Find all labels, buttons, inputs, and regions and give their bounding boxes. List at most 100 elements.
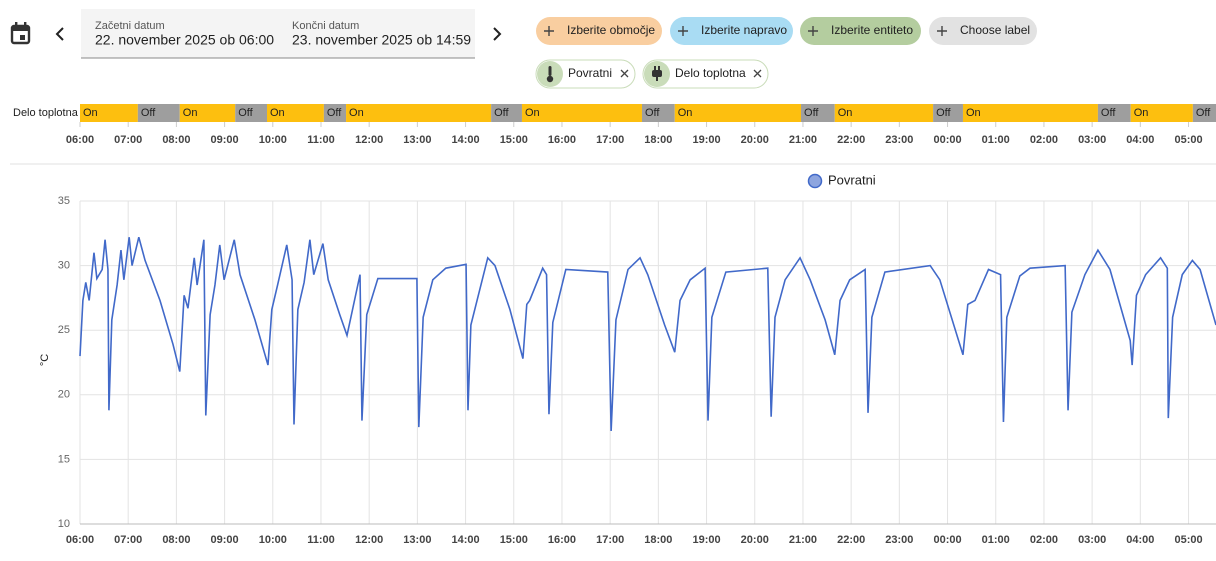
x-tick-label: 13:00 (403, 534, 431, 546)
x-tick-label: 06:00 (66, 534, 94, 546)
segment-label: On (1134, 107, 1149, 119)
selected-chip[interactable]: Delo toplotna (642, 59, 769, 89)
segment-label: On (83, 107, 98, 119)
x-tick-label: 12:00 (355, 134, 383, 146)
segment-label: Off (1196, 107, 1211, 119)
x-tick-label: 07:00 (114, 134, 142, 146)
legend-swatch (807, 173, 823, 189)
timeline-segment (1192, 104, 1216, 122)
segment-label: On (966, 107, 981, 119)
x-tick-label: 16:00 (548, 134, 576, 146)
selected-chip[interactable]: Povratni (535, 59, 636, 89)
timeline-segment (641, 104, 675, 122)
x-tick-label: 17:00 (596, 534, 624, 546)
x-tick-label: 02:00 (1030, 134, 1058, 146)
segment-label: Off (141, 107, 156, 119)
timeline-segment (1130, 104, 1193, 122)
y-tick-label: 10 (58, 518, 70, 530)
segment-label: On (183, 107, 198, 119)
timeline-segment (491, 104, 522, 122)
start-value: 22. november 2025 ob 06:00 (95, 32, 274, 48)
chip-label: Izberite napravo (701, 23, 787, 37)
picker-chip[interactable]: Izberite območje (536, 17, 662, 45)
x-tick-label: 14:00 (452, 134, 480, 146)
timeline-segment (674, 104, 802, 122)
plus-icon (544, 26, 554, 36)
x-tick-label: 19:00 (692, 534, 720, 546)
chip-background (536, 17, 662, 45)
segment-label: Off (1101, 107, 1116, 119)
x-tick-label: 23:00 (885, 134, 913, 146)
date-range-picker[interactable]: Začetni datum 22. november 2025 ob 06:00… (81, 9, 475, 59)
segment-label: Off (238, 107, 253, 119)
x-tick-label: 03:00 (1078, 134, 1106, 146)
x-tick-label: 16:00 (548, 534, 576, 546)
x-tick-label: 01:00 (982, 534, 1010, 546)
segment-label: Off (645, 107, 660, 119)
segment-label: On (678, 107, 693, 119)
timeline-segment (801, 104, 835, 122)
picker-chip[interactable]: Izberite napravo (670, 17, 793, 45)
x-tick-label: 19:00 (692, 134, 720, 146)
chip-background (800, 17, 921, 45)
x-tick-label: 05:00 (1174, 134, 1202, 146)
x-tick-label: 14:00 (452, 534, 480, 546)
chip-label: Delo toplotna (675, 66, 746, 80)
plus-icon (937, 26, 947, 36)
y-tick-label: 20 (58, 389, 70, 401)
x-tick-label: 10:00 (259, 534, 287, 546)
x-tick-label: 05:00 (1174, 534, 1202, 546)
x-tick-label: 23:00 (885, 534, 913, 546)
picker-chip[interactable]: Izberite entiteto (800, 17, 921, 45)
x-tick-label: 18:00 (644, 534, 672, 546)
timeline-segment (834, 104, 934, 122)
timeline-segment (137, 104, 180, 122)
next-button[interactable] (493, 27, 502, 41)
y-tick-label: 25 (58, 324, 70, 336)
chip-label: Izberite entiteto (831, 23, 913, 37)
x-tick-label: 08:00 (162, 134, 190, 146)
segment-label: On (838, 107, 853, 119)
x-tick-label: 20:00 (741, 134, 769, 146)
data-line (79, 236, 1216, 432)
x-tick-label: 22:00 (837, 534, 865, 546)
y-axis-label: °C (39, 354, 51, 366)
y-tick-label: 35 (58, 195, 70, 207)
timeline-segment (80, 104, 138, 122)
x-tick-label: 15:00 (500, 134, 528, 146)
timeline-segment (323, 104, 347, 122)
chip-label: Izberite območje (567, 23, 655, 37)
x-tick-label: 10:00 (259, 134, 287, 146)
plus-icon (678, 26, 688, 36)
x-tick-label: 20:00 (741, 534, 769, 546)
segment-label: On (525, 107, 540, 119)
x-tick-label: 22:00 (837, 134, 865, 146)
x-tick-label: 04:00 (1126, 534, 1154, 546)
end-value: 23. november 2025 ob 14:59 (292, 32, 471, 48)
x-tick-label: 06:00 (66, 134, 94, 146)
chip-background (670, 17, 793, 45)
legend-label: Povratni (828, 172, 876, 187)
x-tick-label: 07:00 (114, 534, 142, 546)
x-tick-label: 21:00 (789, 134, 817, 146)
chip-background (929, 17, 1037, 45)
end-label: Končni datum (292, 20, 359, 32)
prev-button[interactable] (55, 27, 64, 41)
x-tick-label: 11:00 (307, 534, 335, 546)
x-tick-label: 13:00 (403, 134, 431, 146)
legend-item[interactable]: Povratni (807, 172, 876, 189)
x-tick-label: 11:00 (307, 134, 335, 146)
timeline-segment (1097, 104, 1131, 122)
segment-label: Off (327, 107, 342, 119)
timeline-segment (933, 104, 963, 122)
y-tick-label: 15 (58, 453, 70, 465)
plus-icon (808, 26, 818, 36)
y-tick-label: 30 (58, 260, 70, 272)
x-tick-label: 00:00 (933, 134, 961, 146)
segment-label: Off (936, 107, 951, 119)
timeline-segment (267, 104, 324, 122)
x-tick-label: 12:00 (355, 534, 383, 546)
picker-chip[interactable]: Choose label (929, 17, 1037, 45)
calendar-button[interactable] (10, 22, 31, 45)
